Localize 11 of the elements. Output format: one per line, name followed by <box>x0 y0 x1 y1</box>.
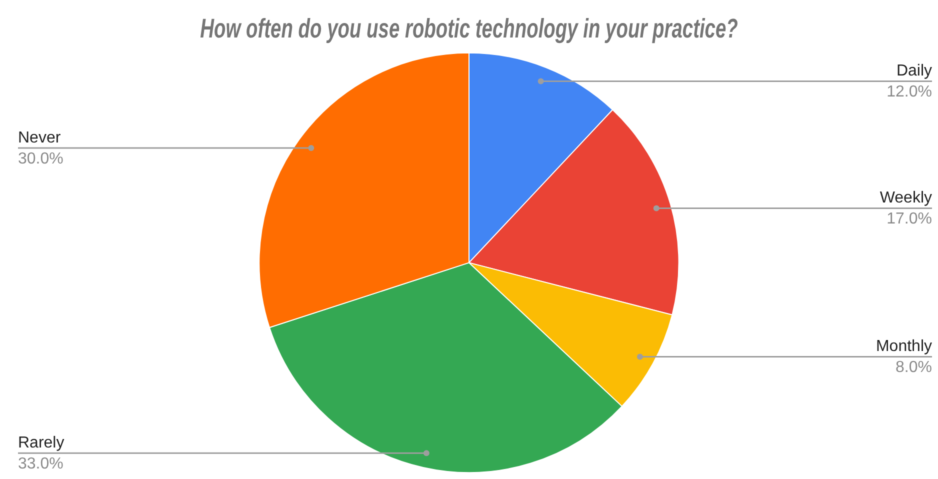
data-label: 8.0% <box>896 359 932 376</box>
slice-label: Daily <box>896 62 932 80</box>
data-label: 12.0% <box>886 84 932 101</box>
data-label: 30.0% <box>18 150 64 168</box>
slice-label: Never <box>18 129 62 146</box>
slice-label: Monthly <box>876 338 932 356</box>
slice-label: Rarely <box>18 434 64 452</box>
chart-title: How often do you use robotic technology in your practice? <box>200 13 738 44</box>
slice-label: Weekly <box>880 190 932 207</box>
data-label: 17.0% <box>886 210 932 228</box>
data-label: 33.0% <box>18 456 64 473</box>
